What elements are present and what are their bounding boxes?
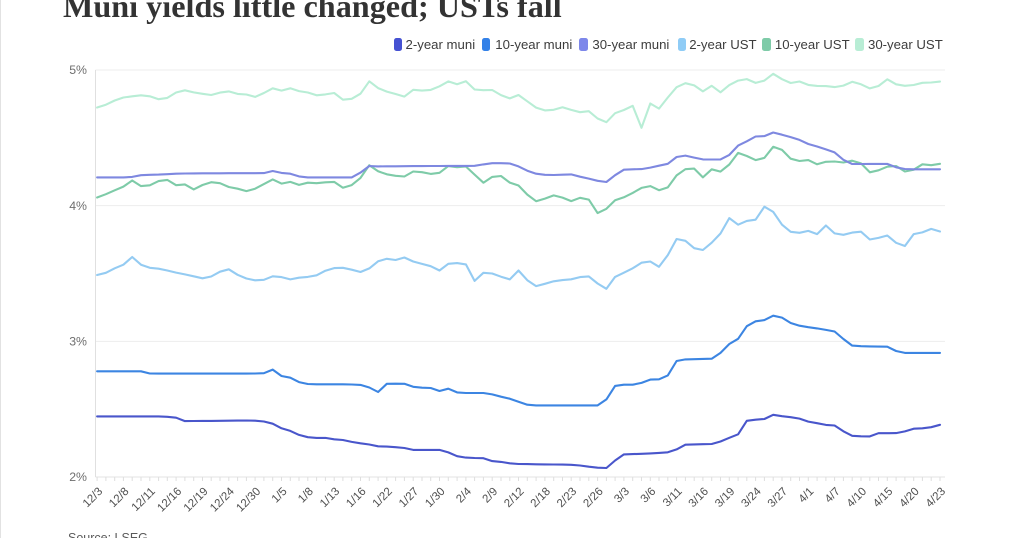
svg-text:4%: 4% [69, 199, 87, 213]
svg-text:12/8: 12/8 [107, 486, 131, 510]
svg-text:4/15: 4/15 [871, 486, 895, 510]
svg-text:2/4: 2/4 [454, 485, 474, 505]
svg-text:3/6: 3/6 [639, 486, 659, 506]
svg-text:1/5: 1/5 [270, 486, 290, 506]
svg-text:1/8: 1/8 [296, 486, 316, 506]
svg-text:3/19: 3/19 [713, 486, 737, 510]
svg-text:2/9: 2/9 [481, 486, 501, 506]
svg-text:2/18: 2/18 [529, 486, 553, 510]
svg-text:1/16: 1/16 [344, 486, 368, 510]
svg-text:12/11: 12/11 [130, 486, 158, 514]
svg-text:2%: 2% [69, 470, 87, 484]
svg-text:3%: 3% [69, 335, 87, 349]
svg-text:12/19: 12/19 [182, 486, 211, 515]
svg-text:3/24: 3/24 [739, 485, 764, 510]
svg-text:12/30: 12/30 [234, 486, 263, 515]
svg-text:12/24: 12/24 [208, 485, 237, 514]
svg-text:2/23: 2/23 [555, 486, 579, 510]
svg-text:3/3: 3/3 [612, 486, 632, 506]
svg-text:3/27: 3/27 [766, 486, 790, 510]
svg-text:4/23: 4/23 [924, 486, 948, 510]
svg-text:2/26: 2/26 [581, 486, 605, 510]
svg-text:4/7: 4/7 [823, 486, 843, 506]
svg-text:4/10: 4/10 [845, 486, 869, 510]
svg-text:12/16: 12/16 [155, 486, 184, 515]
svg-text:3/16: 3/16 [687, 486, 711, 510]
svg-text:4/1: 4/1 [797, 486, 817, 506]
svg-text:1/22: 1/22 [371, 486, 395, 510]
svg-text:5%: 5% [69, 63, 87, 77]
svg-text:3/11: 3/11 [661, 486, 685, 510]
svg-text:1/13: 1/13 [318, 486, 342, 510]
svg-text:2/12: 2/12 [502, 486, 526, 510]
svg-text:1/30: 1/30 [423, 486, 447, 510]
svg-text:1/27: 1/27 [397, 486, 421, 510]
svg-text:4/20: 4/20 [898, 486, 922, 510]
svg-text:12/3: 12/3 [81, 486, 105, 510]
